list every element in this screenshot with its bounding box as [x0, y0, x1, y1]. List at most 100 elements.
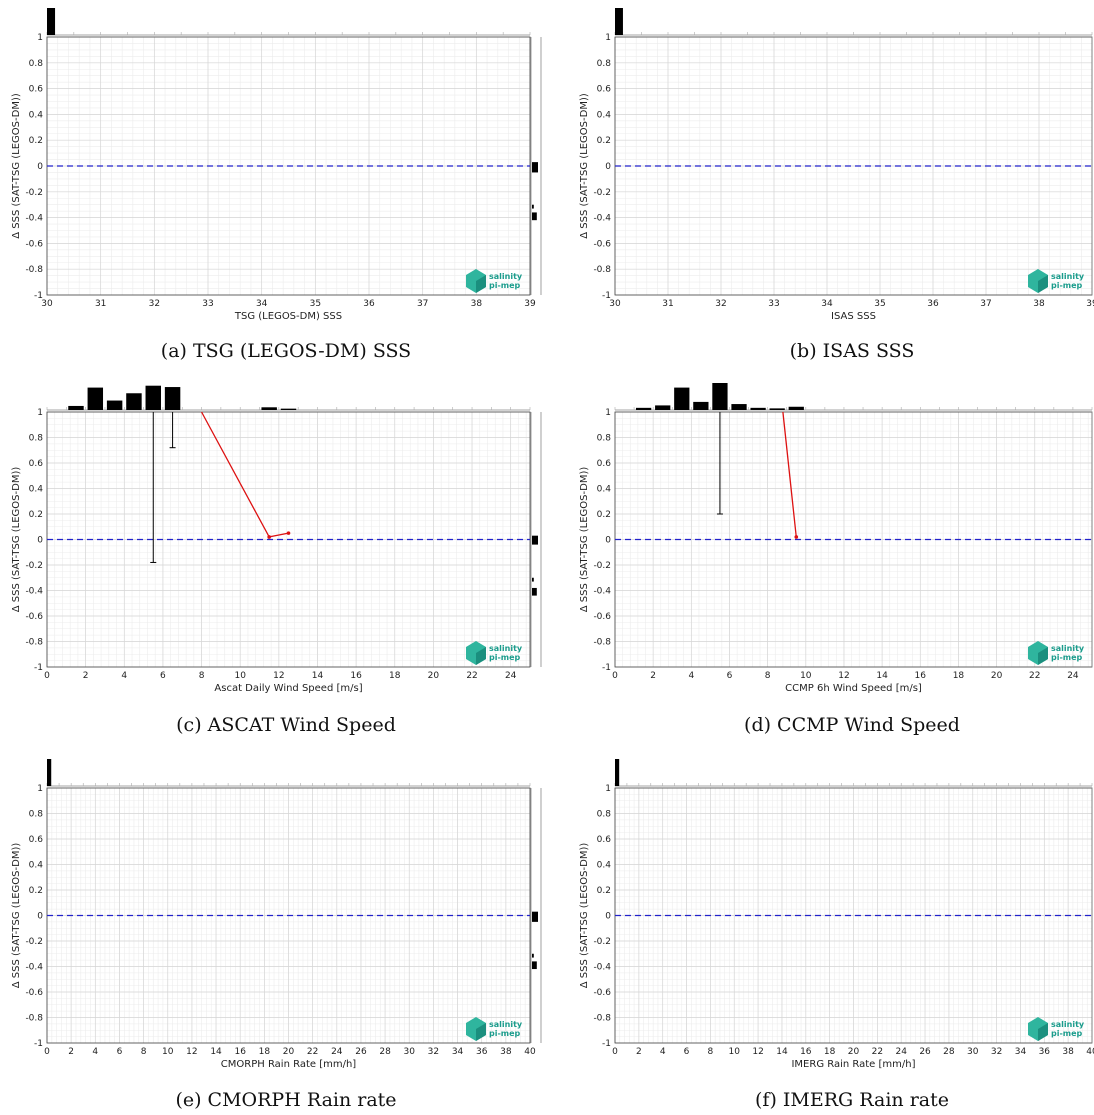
y-tick-label: -0.4	[593, 214, 611, 224]
y-tick-label: 0.8	[29, 434, 44, 444]
x-axis-label: ISAS SSS	[831, 311, 876, 322]
side-histogram-bar	[532, 204, 534, 209]
y-tick-label: -1	[602, 1039, 611, 1049]
y-tick-label: -0.2	[25, 561, 43, 571]
x-tick-label: 16	[234, 1047, 246, 1057]
logo-cube-shade	[1038, 1023, 1048, 1041]
x-tick-label: 4	[688, 671, 694, 681]
x-tick-label: 6	[117, 1047, 123, 1057]
x-tick-label: 10	[800, 671, 812, 681]
logo-cube-shade	[1038, 275, 1048, 293]
logo-cube-shade	[1038, 647, 1048, 665]
x-tick-label: 36	[927, 299, 939, 309]
top-histogram-bar	[126, 393, 142, 410]
y-tick-label: 0.2	[597, 886, 611, 896]
x-tick-label: 28	[943, 1047, 955, 1057]
subfigure-caption: (a) TSG (LEGOS-DM) SSS	[161, 340, 411, 362]
side-histogram-bar	[532, 953, 534, 958]
logo-cube-shade	[476, 275, 486, 293]
y-tick-label: 0.2	[29, 136, 43, 146]
x-tick-label: 24	[331, 1047, 343, 1057]
logo-text-line1: salinity	[1051, 644, 1085, 653]
x-tick-label: 8	[199, 671, 205, 681]
logo-text-line2: pi-mep	[489, 1029, 521, 1038]
side-histogram-bar	[532, 961, 537, 970]
side-histogram-bar	[532, 535, 538, 545]
top-histogram-bar	[164, 387, 181, 410]
y-tick-label: -0.6	[593, 239, 611, 249]
logo-text-line1: salinity	[1051, 272, 1085, 281]
x-tick-label: 8	[708, 1047, 714, 1057]
y-tick-label: 0	[37, 536, 43, 546]
y-axis-label: Δ SSS (SAT-TSG (LEGOS-DM))	[11, 467, 22, 613]
y-tick-label: -1	[34, 1039, 43, 1049]
y-tick-label: 0.6	[29, 85, 44, 95]
x-tick-label: 32	[149, 299, 160, 309]
x-tick-label: 39	[1086, 299, 1094, 309]
y-tick-label: 1	[37, 784, 43, 794]
y-tick-label: -0.2	[25, 937, 43, 947]
logo-text-line1: salinity	[489, 272, 523, 281]
x-tick-label: 6	[160, 671, 166, 681]
y-tick-label: 1	[605, 784, 611, 794]
y-tick-label: -0.4	[593, 587, 611, 597]
y-tick-label: 0.8	[29, 810, 44, 820]
logo-text-line2: pi-mep	[489, 281, 521, 290]
y-tick-label: 0.4	[597, 110, 612, 120]
x-tick-label: 2	[636, 1047, 642, 1057]
x-tick-label: 2	[68, 1047, 74, 1057]
x-tick-label: 6	[684, 1047, 690, 1057]
side-histogram-bar	[532, 162, 538, 173]
x-tick-label: 6	[727, 671, 733, 681]
y-tick-label: -0.8	[25, 265, 43, 275]
x-tick-label: 16	[915, 671, 927, 681]
x-tick-label: 30	[967, 1047, 979, 1057]
logo-text-line1: salinity	[1051, 1020, 1085, 1029]
y-tick-label: 0.2	[597, 136, 611, 146]
x-tick-label: 30	[404, 1047, 416, 1057]
logo-text-line2: pi-mep	[1051, 653, 1083, 662]
y-tick-label: 1	[605, 33, 611, 43]
x-tick-label: 18	[259, 1047, 271, 1057]
y-tick-label: -0.6	[593, 612, 611, 622]
x-tick-label: 33	[768, 299, 779, 309]
x-tick-label: 24	[505, 671, 517, 681]
y-tick-label: 0.8	[597, 810, 612, 820]
y-tick-label: 0.8	[597, 434, 612, 444]
chart-panel-5: -1-0.8-0.6-0.4-0.200.20.40.60.810 2 4 6 8 10 1…	[579, 759, 1094, 1111]
x-tick-label: 2	[650, 671, 656, 681]
x-tick-label: 33	[202, 299, 213, 309]
logo-text-line1: salinity	[489, 1020, 523, 1029]
x-tick-label: 35	[310, 299, 321, 309]
y-tick-label: -1	[602, 663, 611, 673]
x-axis-label: CMORPH Rain Rate [mm/h]	[221, 1059, 357, 1070]
top-histogram-bar	[280, 408, 297, 410]
y-tick-label: -0.8	[593, 265, 611, 275]
logo-text-line2: pi-mep	[1051, 1029, 1083, 1038]
y-tick-label: -1	[602, 291, 611, 301]
mean-line	[782, 411, 797, 538]
x-tick-label: 40	[1086, 1047, 1094, 1057]
logo-text-line2: pi-mep	[1051, 281, 1083, 290]
x-tick-label: 14	[210, 1047, 222, 1057]
y-tick-label: 1	[37, 408, 43, 418]
logo-cube-shade	[476, 1023, 486, 1041]
top-histogram-bar	[750, 407, 766, 410]
chart-panel-0: -1 -0.8 -0.6 -0.4 -0.2 0 0.2 0.4 0.6 0.8 1 30 31 32 33…	[11, 8, 542, 362]
x-tick-label: 22	[307, 1047, 318, 1057]
y-tick-label: 0	[37, 162, 43, 172]
x-tick-label: 4	[92, 1047, 98, 1057]
y-tick-label: 0	[605, 912, 611, 922]
y-tick-label: -0.8	[593, 1014, 611, 1024]
chart-panel-2: -1-0.8-0.6-0.4-0.200.20.40.60.810 2 4 6 8 10 1…	[11, 385, 542, 736]
top-histogram-bar	[145, 385, 161, 410]
y-tick-label: 0.8	[29, 59, 44, 69]
x-tick-label: 30	[41, 299, 53, 309]
x-tick-label: 36	[1039, 1047, 1051, 1057]
top-histogram-bar	[615, 759, 620, 786]
y-tick-label: 0.2	[29, 510, 43, 520]
y-tick-label: -0.4	[25, 587, 43, 597]
x-tick-label: 31	[662, 299, 673, 309]
